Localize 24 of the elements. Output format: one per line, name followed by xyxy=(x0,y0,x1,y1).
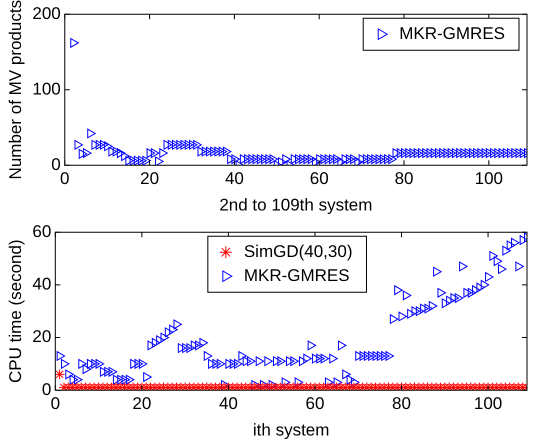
legend-label: MKR-GMRES xyxy=(244,266,350,285)
y-tick-label: 200 xyxy=(32,4,61,23)
y-tick-label: 0 xyxy=(51,154,61,174)
y-tick-label: 20 xyxy=(32,327,52,346)
legend-label: MKR-GMRES xyxy=(399,24,506,43)
x-tick-label: 20 xyxy=(140,169,160,188)
y-tick-label: 40 xyxy=(32,274,52,294)
x-tick-label: 60 xyxy=(310,169,329,188)
x-tick-label: 40 xyxy=(224,169,244,188)
x-axis-title: 2nd to 109th system xyxy=(219,195,372,214)
x-tick-label: 80 xyxy=(392,394,411,414)
y-tick-label: 0 xyxy=(42,380,52,399)
x-tick-label: 20 xyxy=(132,394,152,414)
legend-label: SimGD(40,30) xyxy=(244,242,352,261)
x-axis-title: ith system xyxy=(252,420,330,440)
y-axis-title: CPU time (second) xyxy=(6,239,25,384)
x-tick-label: 100 xyxy=(474,169,504,188)
y-axis-title: Number of MV products xyxy=(6,0,25,180)
x-tick-label: 40 xyxy=(218,394,238,414)
x-tick-label: 80 xyxy=(394,169,414,188)
x-tick-label: 100 xyxy=(474,394,502,414)
y-tick-label: 60 xyxy=(32,222,52,241)
x-tick-label: 60 xyxy=(305,394,324,414)
y-tick-label: 100 xyxy=(32,79,61,98)
